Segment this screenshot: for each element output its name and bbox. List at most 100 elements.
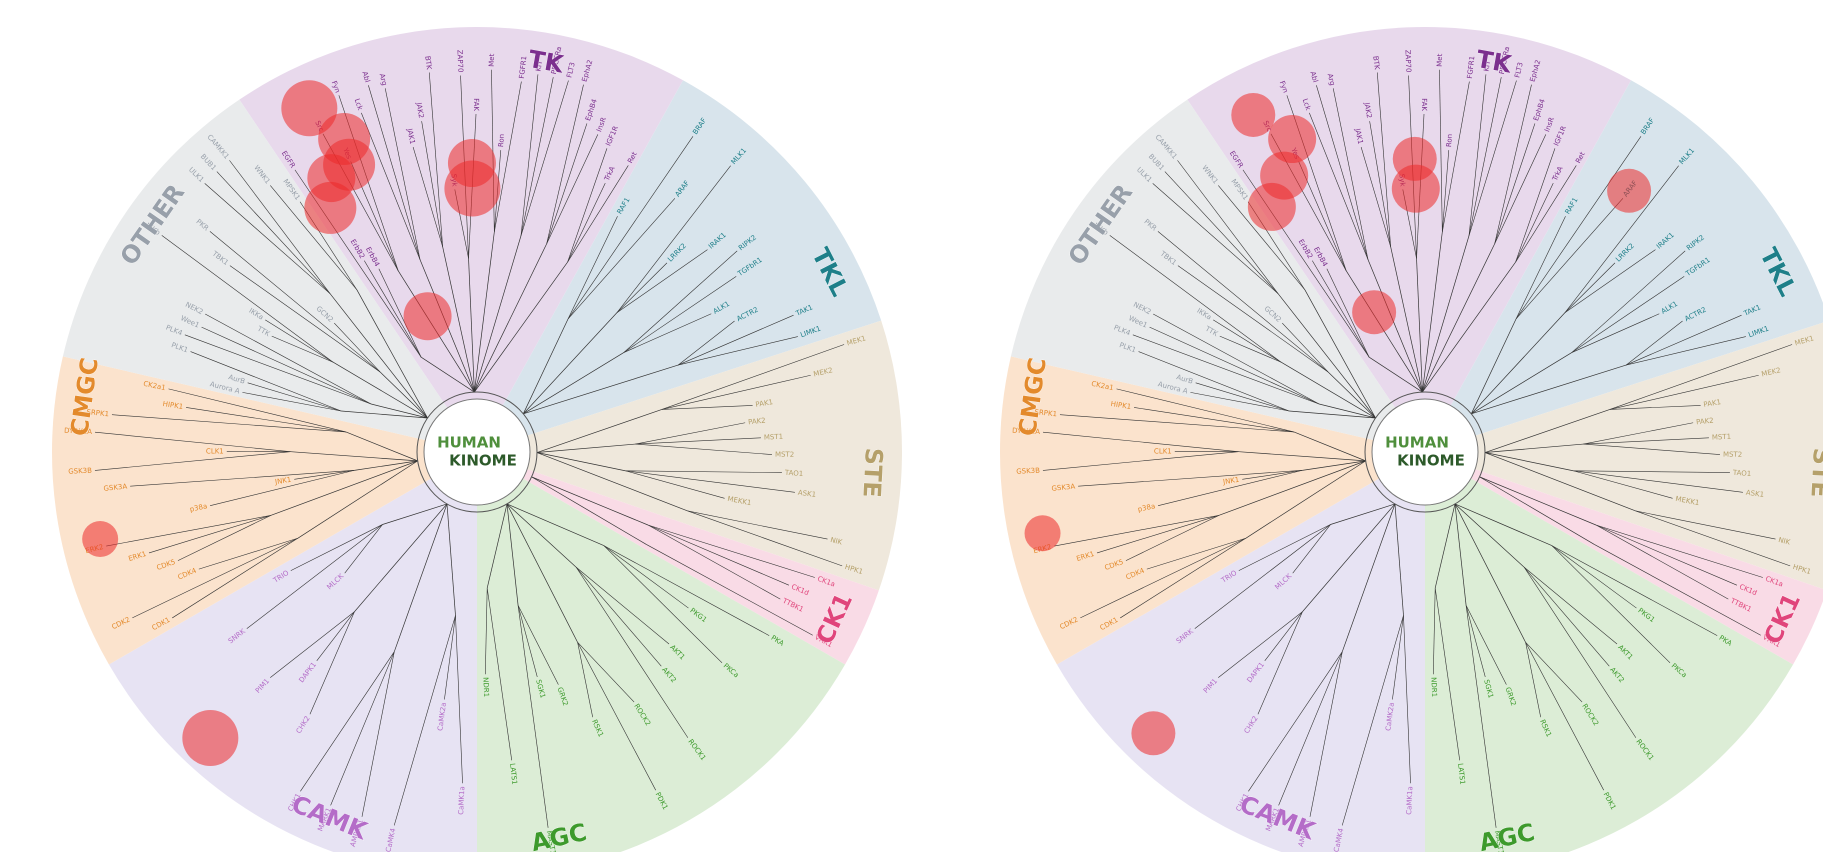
branch [1042, 451, 1239, 471]
branch [271, 335, 334, 363]
branch [567, 148, 608, 263]
branch [106, 515, 271, 547]
branch [1596, 524, 1738, 586]
branch [678, 336, 798, 366]
branch [1238, 524, 1331, 571]
branch [1367, 259, 1423, 393]
kinase-label: CaMK2a [436, 702, 448, 731]
branch [1138, 351, 1290, 412]
branch [1433, 588, 1436, 675]
branch [1484, 443, 1584, 453]
branch [1454, 503, 1467, 606]
branch [1470, 318, 1517, 414]
branch [1422, 261, 1516, 393]
branch [1264, 611, 1303, 662]
group-sector [477, 320, 902, 591]
branch [382, 503, 448, 525]
branch [1454, 503, 1525, 568]
branch [1042, 431, 1239, 452]
branch [616, 165, 731, 313]
group-sector [1425, 80, 1823, 452]
branch [148, 515, 271, 554]
branch [635, 437, 761, 445]
branch [536, 452, 626, 472]
branch [648, 524, 790, 586]
branch [1242, 470, 1303, 480]
branch [1280, 361, 1376, 419]
family-label: TK [526, 45, 567, 79]
kinase-label: TAO1 [784, 469, 804, 478]
branch [536, 409, 663, 453]
branch [1439, 69, 1443, 232]
branch [1573, 470, 1743, 493]
branch [290, 524, 383, 571]
branch [368, 85, 421, 260]
branch [198, 537, 298, 570]
branch [474, 235, 522, 393]
branch [1422, 243, 1495, 393]
branch [1190, 392, 1290, 412]
kinase-label: BTK [1371, 55, 1381, 70]
branch [1573, 470, 1673, 499]
branch [575, 567, 662, 667]
branch [677, 314, 794, 366]
branch [1341, 615, 1404, 826]
center-ring [1364, 391, 1486, 513]
branch [522, 318, 569, 414]
branch [1152, 183, 1279, 294]
branch [536, 452, 688, 512]
branch [1471, 312, 1566, 415]
branch [1515, 216, 1566, 319]
branch [229, 265, 381, 373]
branch [603, 545, 689, 609]
hit-marker [1391, 164, 1440, 213]
branch [517, 605, 549, 828]
branch [1177, 265, 1329, 373]
branch [1494, 123, 1536, 244]
branch [1218, 611, 1303, 678]
kinase-label: GSK3B [68, 467, 92, 476]
branch [1302, 460, 1366, 471]
branch [1442, 81, 1470, 233]
branch [184, 334, 372, 405]
branch [316, 611, 355, 662]
branch [1218, 460, 1366, 516]
center-title: KINOME [449, 452, 517, 470]
kinase-label: HIPK1 [162, 400, 184, 411]
branch [270, 185, 358, 291]
branch [520, 74, 539, 236]
center-disc [423, 398, 531, 506]
branch [1054, 515, 1219, 547]
branch [354, 460, 418, 471]
kinase-label: SRPK1 [86, 408, 109, 418]
hit-marker [304, 181, 357, 234]
branch [1080, 538, 1246, 619]
kinase-label: DYRK1A [64, 427, 93, 436]
branch [356, 289, 428, 419]
branch [517, 605, 538, 677]
branch [1330, 503, 1396, 525]
kinase-label: PAK2 [1696, 417, 1714, 427]
group-sector [999, 356, 1425, 665]
kinase-label: NDR1 [1429, 677, 1438, 697]
branch [1468, 80, 1517, 236]
branch [1278, 651, 1343, 806]
kinase-label: ASK1 [1745, 489, 1764, 499]
branch [130, 470, 355, 487]
branch [393, 503, 448, 652]
branch [576, 567, 670, 645]
kinase-label: p38a [189, 502, 208, 513]
branch [1609, 405, 1701, 410]
branch [1471, 364, 1627, 415]
branch [648, 524, 781, 600]
branch [332, 361, 428, 419]
kinase-label: Ron [497, 134, 506, 148]
branch [246, 524, 383, 629]
hit-marker [444, 160, 501, 217]
branch [201, 326, 372, 405]
branch [523, 352, 624, 415]
branch [265, 319, 334, 363]
kinase-label: KIT [534, 59, 544, 72]
branch [412, 146, 443, 247]
kinase-label: FLT3 [565, 61, 577, 78]
